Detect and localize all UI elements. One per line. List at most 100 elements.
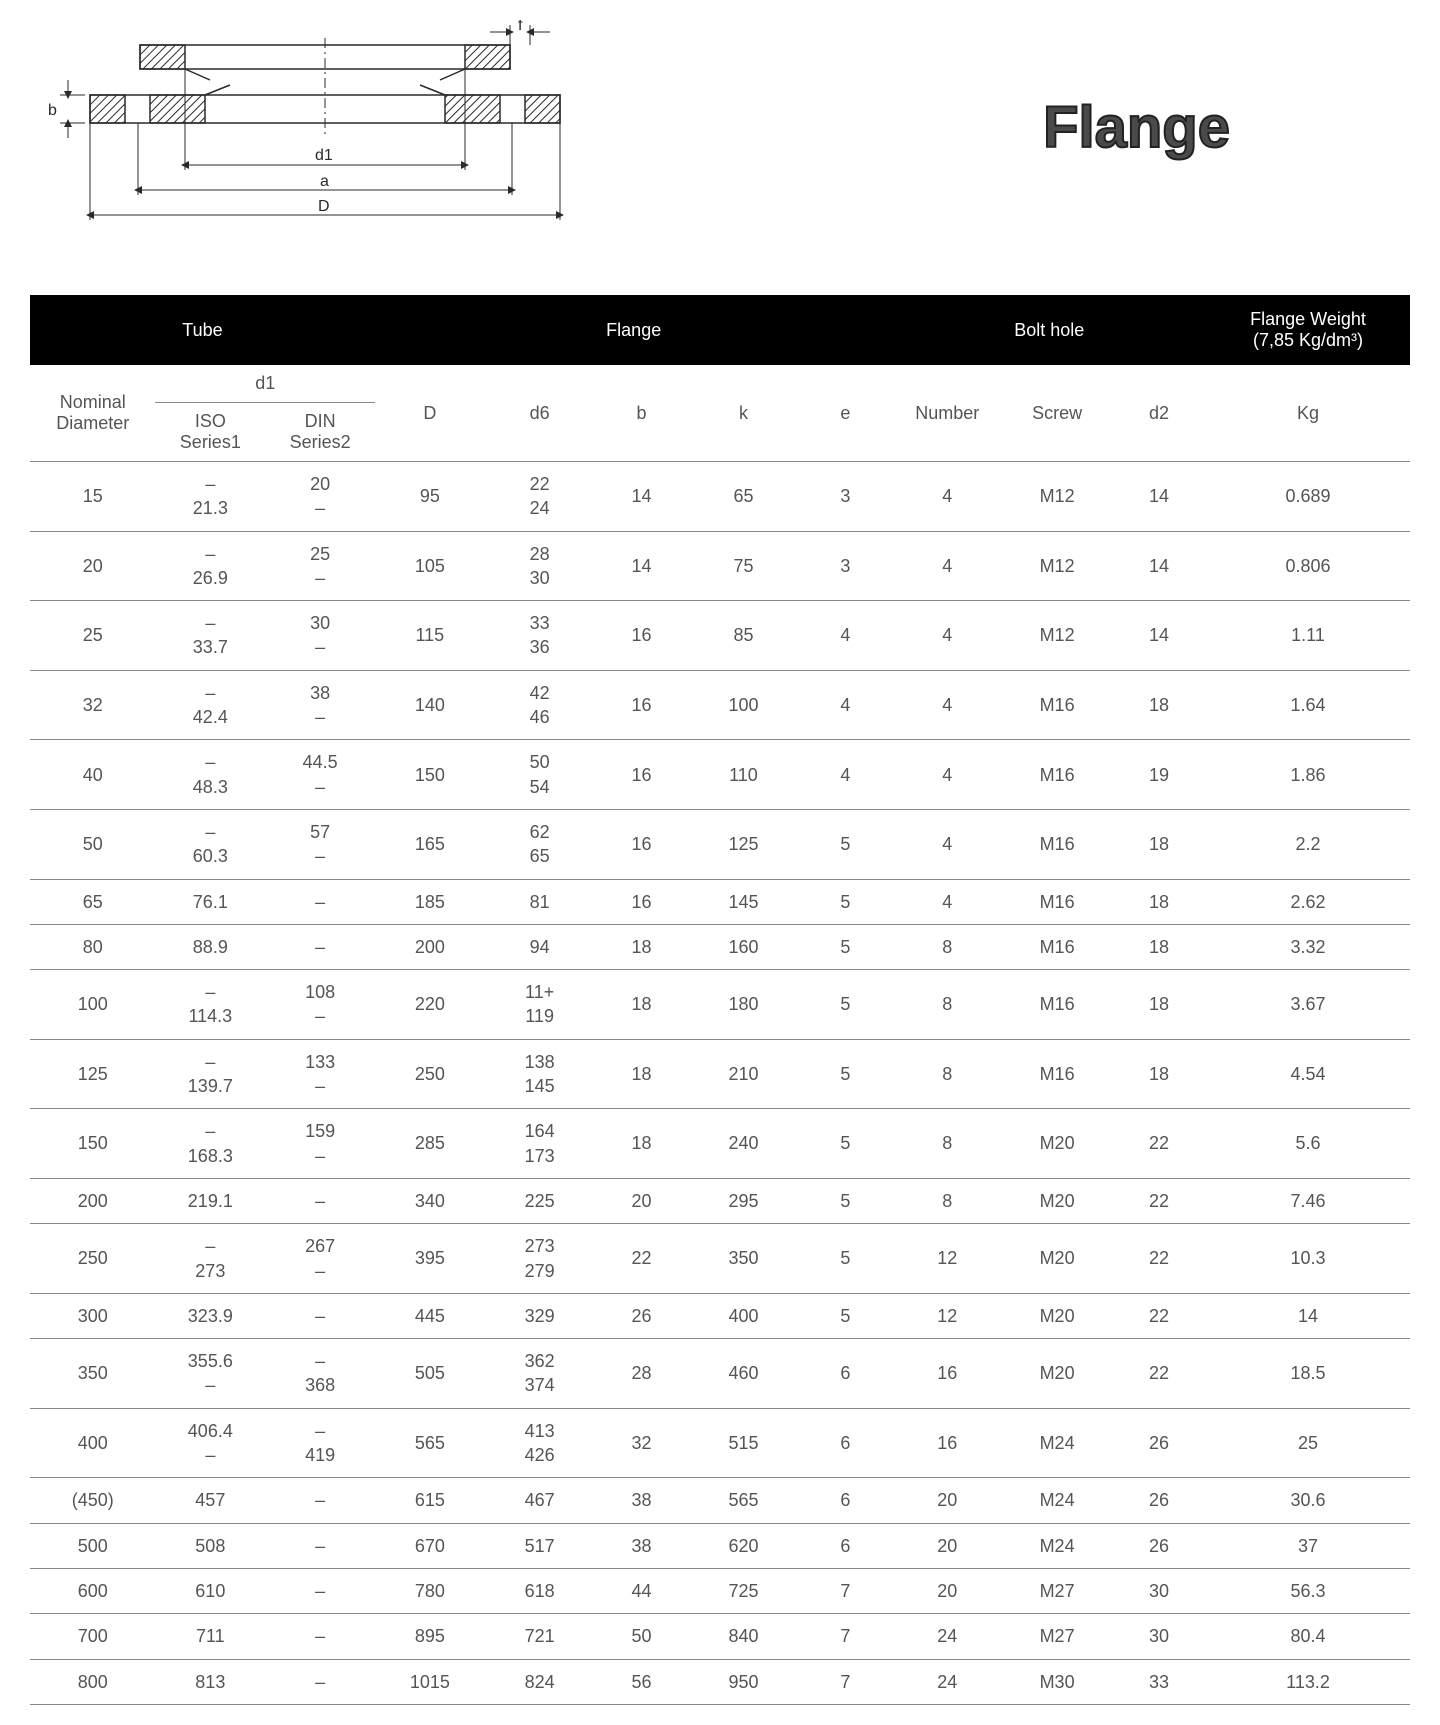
cell-kg: 14 [1206, 1293, 1410, 1338]
cell-d6: 5054 [485, 740, 595, 810]
th-screw: Screw [1002, 365, 1112, 462]
th-bolt: Bolt hole [892, 295, 1206, 365]
cell-D: 780 [375, 1568, 485, 1613]
cell-screw: M24 [1002, 1523, 1112, 1568]
cell-k: 725 [689, 1568, 799, 1613]
cell-iso: 88.9 [155, 924, 265, 969]
cell-kg: 2.62 [1206, 879, 1410, 924]
flange-table-body: 15–21.320–952224146534M12140.68920–26.92… [30, 462, 1410, 1705]
cell-d6: 94 [485, 924, 595, 969]
cell-D: 95 [375, 462, 485, 532]
cell-num: 4 [892, 601, 1002, 671]
dim-label-b: b [48, 102, 57, 119]
flange-spec-table: Tube Flange Bolt hole Flange Weight(7,85… [30, 295, 1410, 1705]
cell-k: 85 [689, 601, 799, 671]
cell-num: 12 [892, 1224, 1002, 1294]
cell-d2: 22 [1112, 1339, 1206, 1409]
cell-e: 6 [798, 1478, 892, 1523]
cell-D: 285 [375, 1109, 485, 1179]
cell-k: 295 [689, 1178, 799, 1223]
cell-d2: 14 [1112, 601, 1206, 671]
cell-num: 4 [892, 809, 1002, 879]
cell-D: 670 [375, 1523, 485, 1568]
cell-e: 5 [798, 924, 892, 969]
cell-din: 57– [265, 809, 375, 879]
cell-D: 200 [375, 924, 485, 969]
cell-d6: 824 [485, 1659, 595, 1704]
cell-screw: M20 [1002, 1339, 1112, 1409]
dim-label-d1: d1 [315, 147, 333, 164]
table-row: 15–21.320–952224146534M12140.689 [30, 462, 1410, 532]
table-row: 200219.1–3402252029558M20227.46 [30, 1178, 1410, 1223]
cell-iso: 610 [155, 1568, 265, 1613]
cell-din: – [265, 1659, 375, 1704]
cell-d6: 618 [485, 1568, 595, 1613]
table-row: 20–26.925–1052830147534M12140.806 [30, 531, 1410, 601]
table-row: 400406.4––41956541342632515616M242625 [30, 1408, 1410, 1478]
cell-din: – [265, 1568, 375, 1613]
cell-b: 38 [595, 1478, 689, 1523]
top-section: f b d1 a [30, 20, 1410, 235]
cell-k: 110 [689, 740, 799, 810]
th-b: b [595, 365, 689, 462]
cell-D: 185 [375, 879, 485, 924]
cell-iso: –139.7 [155, 1039, 265, 1109]
th-d2: d2 [1112, 365, 1206, 462]
cell-nom: 400 [30, 1408, 155, 1478]
cell-d6: 6265 [485, 809, 595, 879]
cell-din: – [265, 1523, 375, 1568]
th-kg: Kg [1206, 365, 1410, 462]
cell-k: 240 [689, 1109, 799, 1179]
cell-screw: M12 [1002, 601, 1112, 671]
cell-e: 5 [798, 809, 892, 879]
cell-b: 16 [595, 879, 689, 924]
table-row: 8088.9–200941816058M16183.32 [30, 924, 1410, 969]
cell-d6: 2224 [485, 462, 595, 532]
th-nominal: NominalDiameter [30, 365, 155, 462]
cell-iso: –168.3 [155, 1109, 265, 1179]
cell-b: 32 [595, 1408, 689, 1478]
cell-nom: 200 [30, 1178, 155, 1223]
cell-iso: –33.7 [155, 601, 265, 671]
cell-b: 20 [595, 1178, 689, 1223]
cell-din: 159– [265, 1109, 375, 1179]
cell-nom: 40 [30, 740, 155, 810]
cell-d2: 14 [1112, 462, 1206, 532]
cell-kg: 7.46 [1206, 1178, 1410, 1223]
cell-kg: 2.2 [1206, 809, 1410, 879]
cell-k: 460 [689, 1339, 799, 1409]
table-row: 500508–67051738620620M242637 [30, 1523, 1410, 1568]
cell-e: 5 [798, 1178, 892, 1223]
cell-nom: 150 [30, 1109, 155, 1179]
cell-nom: 25 [30, 601, 155, 671]
cell-nom: 300 [30, 1293, 155, 1338]
cell-screw: M16 [1002, 1039, 1112, 1109]
cell-nom: 100 [30, 970, 155, 1040]
cell-nom: 50 [30, 809, 155, 879]
cell-din: – [265, 1178, 375, 1223]
cell-e: 4 [798, 740, 892, 810]
cell-kg: 56.3 [1206, 1568, 1410, 1613]
cell-d6: 329 [485, 1293, 595, 1338]
cell-e: 3 [798, 531, 892, 601]
table-row: 100–114.3108–22011+1191818058M16183.67 [30, 970, 1410, 1040]
cell-D: 165 [375, 809, 485, 879]
cell-din: 267– [265, 1224, 375, 1294]
th-din: DINSeries2 [265, 403, 375, 462]
table-row: 250–273267–39527327922350512M202210.3 [30, 1224, 1410, 1294]
table-row: 150–168.3159–2851641731824058M20225.6 [30, 1109, 1410, 1179]
cell-b: 50 [595, 1614, 689, 1659]
cell-b: 18 [595, 924, 689, 969]
cell-k: 620 [689, 1523, 799, 1568]
cell-screw: M12 [1002, 531, 1112, 601]
cell-b: 18 [595, 1039, 689, 1109]
cell-iso: –273 [155, 1224, 265, 1294]
cell-e: 6 [798, 1523, 892, 1568]
cell-din: – [265, 924, 375, 969]
cell-iso: 219.1 [155, 1178, 265, 1223]
cell-kg: 1.11 [1206, 601, 1410, 671]
cell-D: 250 [375, 1039, 485, 1109]
cell-D: 105 [375, 531, 485, 601]
cell-d6: 721 [485, 1614, 595, 1659]
cell-D: 115 [375, 601, 485, 671]
